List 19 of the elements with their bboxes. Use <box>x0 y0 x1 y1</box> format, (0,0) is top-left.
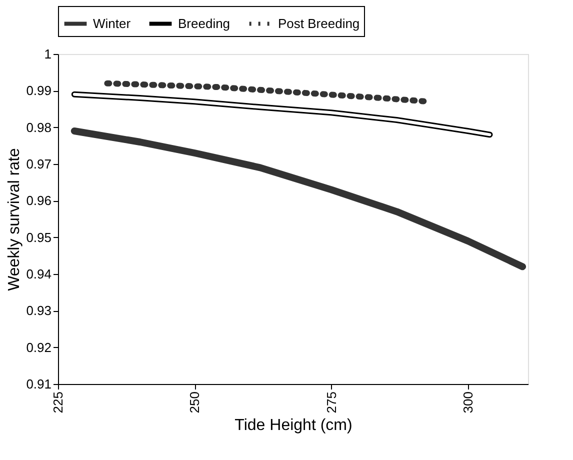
y-tick-label: 0.91 <box>26 376 52 392</box>
y-tick-label: 0.97 <box>26 156 52 172</box>
legend-label: Breeding <box>178 16 230 31</box>
y-tick-label: 0.93 <box>26 303 52 318</box>
x-tick-label: 275 <box>324 392 339 414</box>
legend-label: Winter <box>93 16 132 31</box>
legend-label: Post Breeding <box>278 16 360 31</box>
y-tick-label: 0.95 <box>26 230 52 245</box>
y-tick-label: 0.94 <box>26 266 52 282</box>
y-tick-label: 0.92 <box>26 340 52 355</box>
y-tick-label: 1 <box>44 46 52 62</box>
x-tick-label: 300 <box>460 392 476 414</box>
y-tick-label: 0.98 <box>26 120 52 135</box>
x-tick-label: 250 <box>187 392 202 414</box>
y-tick-label: 0.96 <box>26 193 52 208</box>
x-axis-title: Tide Height (cm) <box>234 417 352 434</box>
y-axis-title: Weekly survival rate <box>6 148 24 291</box>
y-tick-label: 0.99 <box>26 83 52 98</box>
x-tick-label: 225 <box>50 392 66 414</box>
